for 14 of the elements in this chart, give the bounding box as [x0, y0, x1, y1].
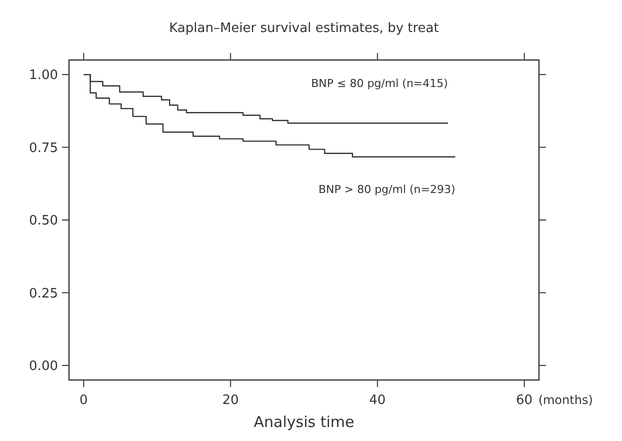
y-tick-label: 0.00 — [29, 359, 58, 374]
y-tick-label: 0.75 — [29, 140, 58, 156]
text: (months) — [538, 393, 593, 407]
y-tick-label: 0.50 — [29, 214, 58, 229]
x-axis-title: Analysis time — [254, 413, 354, 431]
x-tick-label: 20 — [222, 393, 239, 408]
x-tick-label: 60 — [516, 393, 533, 408]
x-tick-label: 40 — [369, 393, 386, 408]
text: BNP ≤ 80 pg/ml (n=415) — [311, 77, 448, 90]
text: BNP > 80 pg/ml (n=293) — [318, 182, 456, 196]
y-tick-label: 0.25 — [29, 286, 58, 302]
y-tick-label: 1.00 — [29, 68, 58, 84]
chart-title: Kaplan–Meier survival estimates, by treat — [169, 21, 439, 36]
x-tick-label: 0 — [80, 393, 88, 408]
